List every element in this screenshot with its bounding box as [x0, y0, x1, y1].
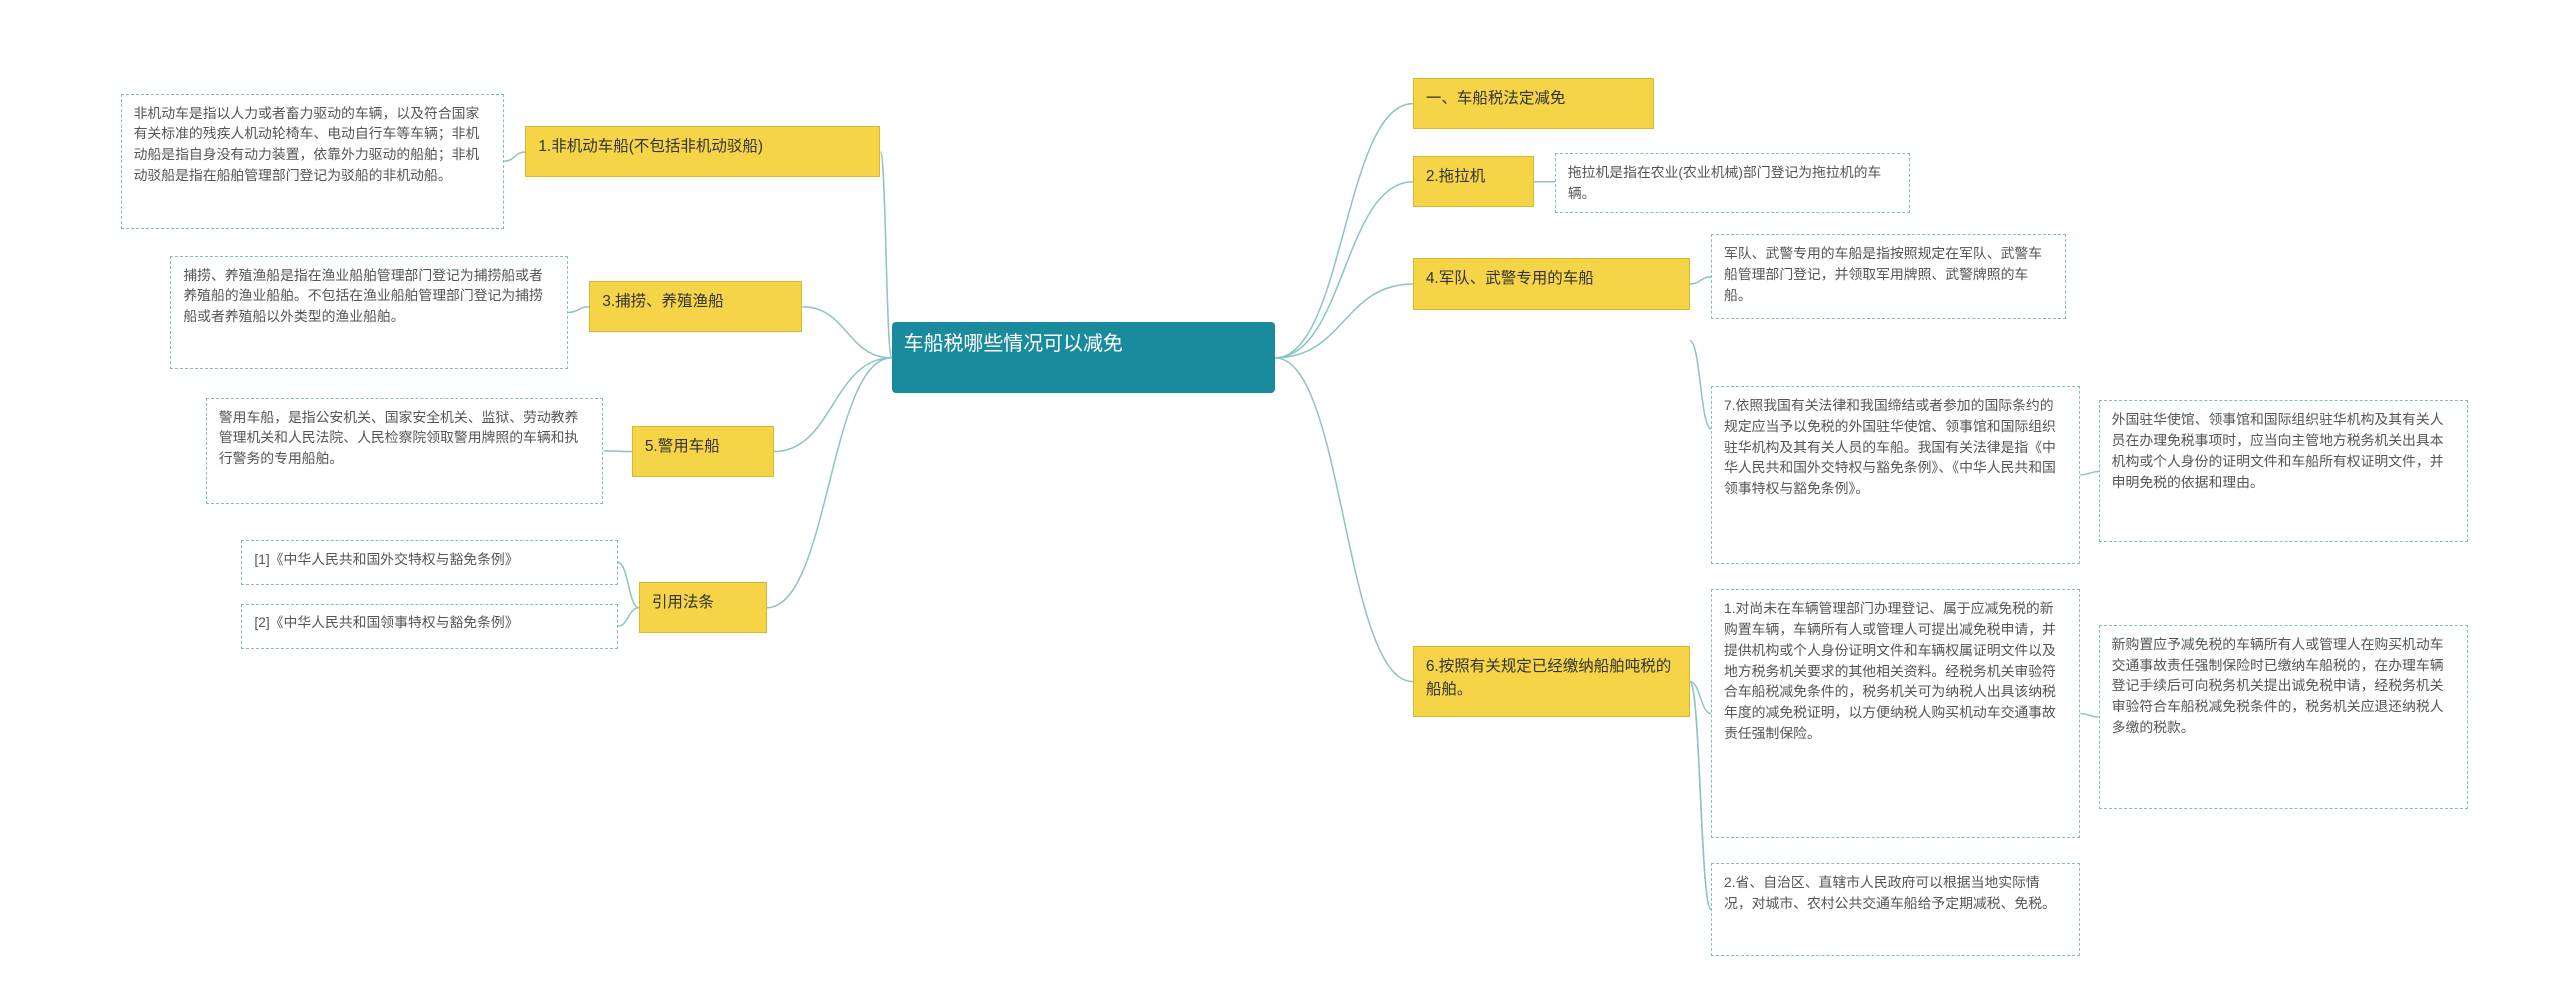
right-only-leaf-3-1: 外国驻华使馆、领事馆和国际组织驻华机构及其有关人员在办理免税事项时，应当向主管地…: [2099, 400, 2468, 542]
right-leaf-4-2: 2.省、自治区、直辖市人民政府可以根据当地实际情况，对城市、农村公共交通车船给予…: [1711, 863, 2080, 955]
left-leaf-3-0: [1]《中华人民共和国外交特权与豁免条例》: [241, 540, 617, 585]
right-only-leaf-3-0: 7.依照我国有关法律和我国缔结或者参加的国际条约的规定应当予以免税的外国驻华使馆…: [1711, 386, 2080, 564]
root-node: 车船税哪些情况可以减免: [892, 322, 1275, 393]
right-leaf-1-0: 拖拉机是指在农业(农业机械)部门登记为拖拉机的车辆。: [1555, 153, 1910, 212]
left-leaf-0-0: 非机动车是指以人力或者畜力驱动的车辆，以及符合国家有关标准的残疾人机动轮椅车、电…: [121, 94, 504, 229]
left-branch-2: 5.警用车船: [632, 426, 774, 477]
left-leaf-2-0: 警用车船，是指公安机关、国家安全机关、监狱、劳动教养管理机关和人民法院、人民检察…: [206, 398, 604, 505]
right-leaf-2-0: 军队、武警专用的车船是指按照规定在军队、武警车船管理部门登记，并领取军用牌照、武…: [1711, 234, 2066, 319]
left-branch-1: 3.捕捞、养殖渔船: [589, 281, 802, 332]
left-branch-3: 引用法条: [639, 582, 767, 633]
right-leaf-4-1: 新购置应予减免税的车辆所有人或管理人在购买机动车交通事故责任强制保险时已缴纳车船…: [2099, 625, 2468, 810]
left-leaf-1-0: 捕捞、养殖渔船是指在渔业船舶管理部门登记为捕捞船或者养殖船的渔业船舶。不包括在渔…: [170, 256, 568, 370]
right-leaf-4-0: 1.对尚未在车辆管理部门办理登记、属于应减免税的新购置车辆，车辆所有人或管理人可…: [1711, 589, 2080, 838]
right-branch-1: 2.拖拉机: [1413, 156, 1534, 207]
right-branch-0: 一、车船税法定减免: [1413, 78, 1654, 129]
right-branch-4: 6.按照有关规定已经缴纳船舶吨税的船舶。: [1413, 646, 1690, 717]
right-branch-2: 4.军队、武警专用的车船: [1413, 258, 1690, 309]
left-branch-0: 1.非机动车船(不包括非机动驳船): [525, 126, 880, 177]
left-leaf-3-1: [2]《中华人民共和国领事特权与豁免条例》: [241, 604, 617, 649]
